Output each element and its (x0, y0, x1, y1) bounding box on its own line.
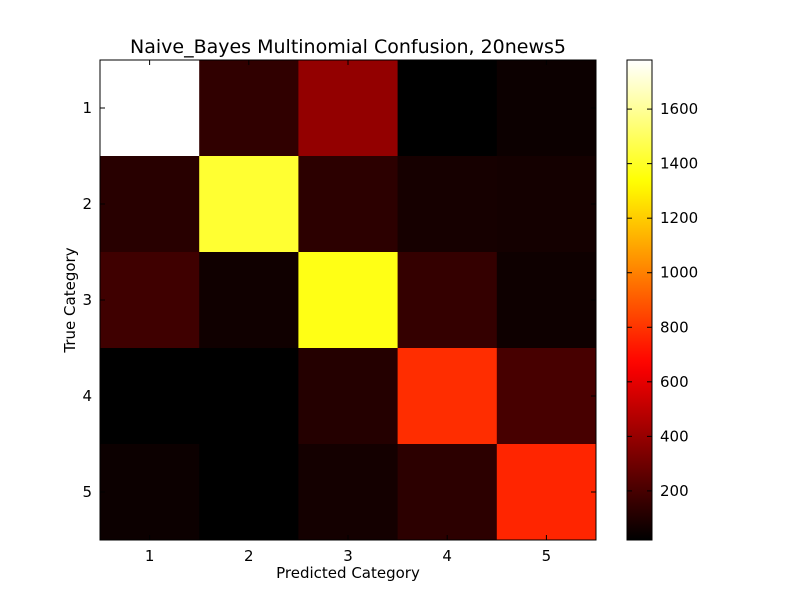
heatmap-cell (496, 252, 597, 349)
heatmap-cell (199, 348, 299, 445)
colorbar-tick-label: 400 (660, 427, 689, 445)
heatmap-cell (298, 156, 399, 253)
colorbar-tick-label: 200 (660, 482, 689, 500)
heatmap-cell (100, 252, 200, 349)
colorbar-tick-label: 1200 (660, 209, 698, 227)
x-tick-label: 2 (244, 547, 254, 565)
heatmap-cell (298, 60, 399, 157)
y-tick-label: 2 (82, 195, 92, 213)
heatmap-cell (496, 60, 597, 157)
colorbar-gradient (626, 59, 653, 541)
heatmap-cell (397, 60, 498, 157)
x-tick-label: 1 (145, 547, 155, 565)
heatmap-cell (298, 444, 399, 541)
y-axis-ticks: 1 2 3 4 5 (82, 99, 596, 501)
colorbar-tick-label: 1000 (660, 264, 698, 282)
heatmap-cell (298, 252, 399, 349)
heatmap-cell (496, 444, 597, 541)
y-tick-label: 1 (82, 99, 92, 117)
colorbar-tick-label: 800 (660, 318, 689, 336)
heatmap-cell (100, 348, 200, 445)
y-axis-label: True Category (61, 247, 79, 353)
heatmap-cell (496, 348, 597, 445)
heatmap-cell (100, 156, 200, 253)
heatmap-cell (100, 60, 200, 157)
colorbar-tick-label: 600 (660, 373, 689, 391)
y-tick-label: 4 (82, 387, 92, 405)
colorbar-tick-label: 1600 (660, 100, 698, 118)
heatmap-cell (199, 156, 299, 253)
x-axis-label: Predicted Category (276, 564, 420, 582)
heatmap-cell (397, 348, 498, 445)
y-tick-label: 5 (82, 483, 92, 501)
heatmap-cell (100, 444, 200, 541)
x-tick-label: 4 (442, 547, 452, 565)
x-tick-label: 3 (343, 547, 353, 565)
x-axis-ticks: 1 2 3 4 5 (145, 60, 551, 565)
heatmap-cells (100, 60, 597, 541)
heatmap-cell (496, 156, 597, 253)
heatmap-cell (199, 60, 299, 157)
x-tick-label: 5 (542, 547, 552, 565)
colorbar-tick-label: 1400 (660, 155, 698, 173)
heatmap-cell (397, 156, 498, 253)
chart-title: Naive_Bayes Multinomial Confusion, 20new… (130, 36, 566, 58)
heatmap-cell (199, 252, 299, 349)
heatmap-cell (199, 444, 299, 541)
heatmap-cell (397, 444, 498, 541)
y-tick-label: 3 (82, 291, 92, 309)
heatmap-cell (397, 252, 498, 349)
heatmap-cell (298, 348, 399, 445)
colorbar: 200 400 600 800 1000 1200 1400 1600 (626, 59, 698, 541)
